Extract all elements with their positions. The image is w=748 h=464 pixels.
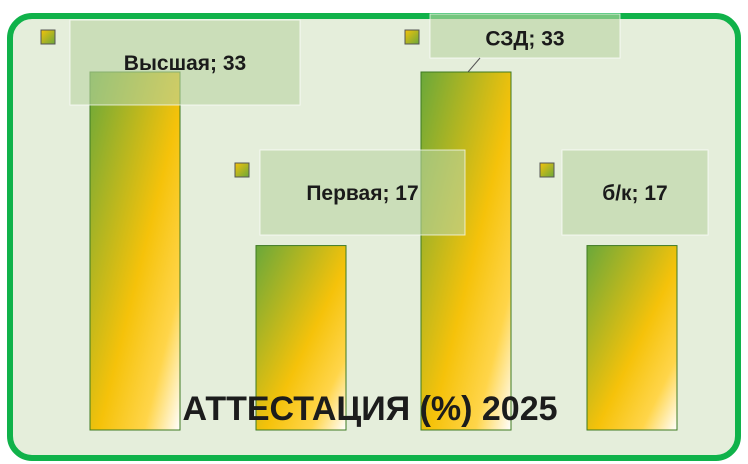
leader-line	[467, 57, 481, 73]
data-label: Первая; 17	[306, 182, 418, 205]
legend-key	[404, 29, 420, 45]
label-box	[69, 19, 301, 106]
label-box	[561, 149, 709, 236]
label-box	[259, 149, 466, 236]
legend-key	[40, 29, 56, 45]
bar	[420, 71, 512, 431]
bar	[89, 71, 181, 431]
bar	[586, 245, 678, 431]
frame	[7, 13, 741, 461]
data-label: СЗД; 33	[485, 28, 564, 51]
data-label: б/к; 17	[602, 182, 668, 205]
label-box	[429, 13, 621, 59]
data-label: Высшая; 33	[124, 52, 246, 75]
legend-key	[539, 162, 555, 178]
chart-title: АТТЕСТАЦИЯ (%) 2025	[182, 390, 557, 428]
bar	[255, 245, 347, 431]
legend-key	[234, 162, 250, 178]
